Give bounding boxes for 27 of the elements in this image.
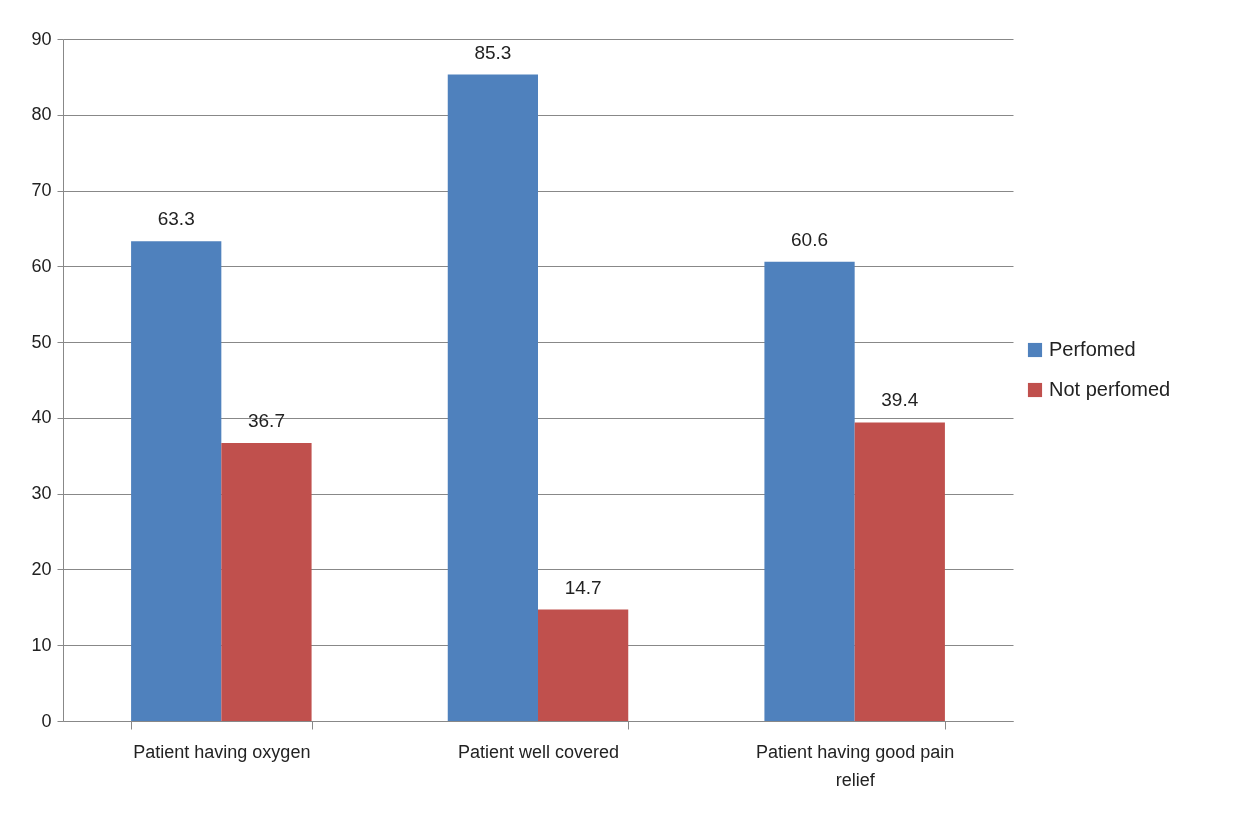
data-label: 14.7 [564, 576, 602, 598]
y-tick-label: 70 [31, 180, 52, 201]
x-tick-label: Patient having oxygen [133, 741, 311, 762]
y-tick-label: 90 [31, 28, 52, 49]
legend-label: Perfomed [1049, 338, 1136, 360]
y-tick-label: 40 [31, 407, 52, 428]
bar [764, 261, 855, 721]
data-label: 85.3 [474, 41, 512, 63]
data-label: 60.6 [791, 228, 829, 250]
y-tick-label: 0 [41, 710, 52, 731]
y-tick-label: 20 [31, 558, 52, 579]
x-tick-label: Patient having good pain relief [756, 741, 955, 790]
data-label: 39.4 [881, 389, 919, 411]
bar [131, 241, 222, 721]
x-tick-label: Patient well covered [457, 741, 620, 762]
bar [538, 609, 629, 721]
bar [221, 442, 312, 721]
bar [854, 422, 945, 721]
y-tick-label: 60 [31, 255, 52, 276]
y-tick-label: 50 [31, 331, 52, 352]
legend-label: Not perfomed [1049, 378, 1171, 400]
y-tick-label: 10 [31, 634, 52, 655]
y-tick-label: 80 [31, 104, 52, 125]
y-tick-label: 30 [31, 483, 52, 504]
data-label: 63.3 [157, 208, 195, 230]
bar [447, 74, 538, 721]
data-label: 36.7 [247, 409, 285, 431]
